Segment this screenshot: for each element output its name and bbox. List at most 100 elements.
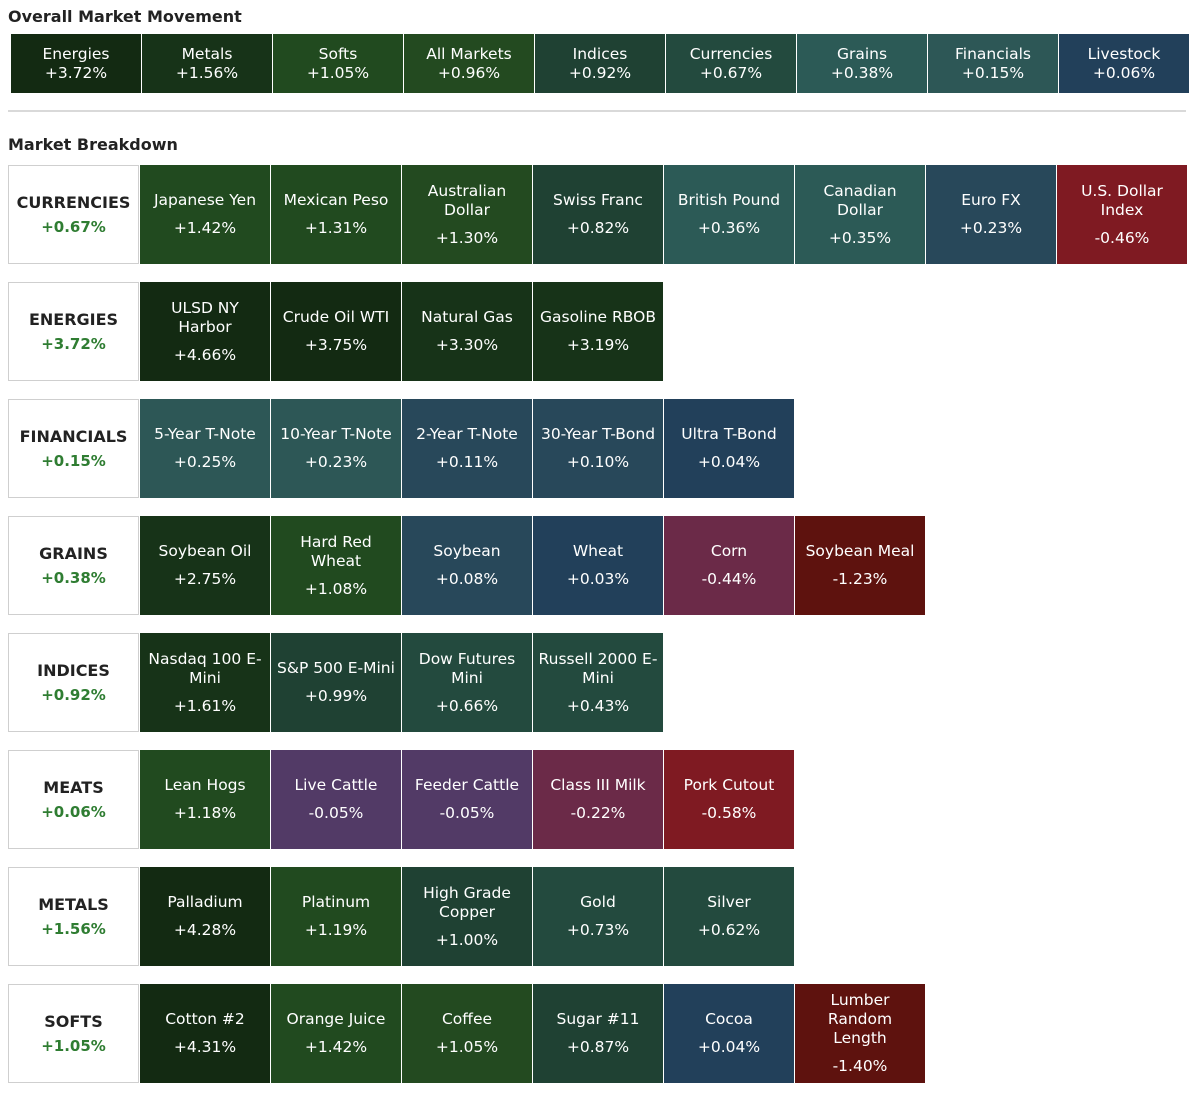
- market-tile[interactable]: Coffee +1.05%: [402, 984, 532, 1083]
- market-tile-change: +3.30%: [435, 336, 499, 354]
- group-label[interactable]: INDICES +0.92%: [8, 633, 139, 732]
- market-tile[interactable]: Swiss Franc +0.82%: [533, 165, 663, 264]
- market-tile-change: +4.31%: [173, 1038, 237, 1056]
- market-tile[interactable]: Gasoline RBOB +3.19%: [533, 282, 663, 381]
- market-tile[interactable]: Corn -0.44%: [664, 516, 794, 615]
- market-tile-change: +1.56%: [175, 63, 239, 82]
- market-tile-name: Platinum: [301, 893, 371, 911]
- market-tile-name: Swiss Franc: [553, 191, 643, 209]
- market-breakdown-title: Market Breakdown: [8, 135, 178, 154]
- market-tile[interactable]: Indices +0.92%: [535, 34, 665, 93]
- market-tile[interactable]: Japanese Yen +1.42%: [140, 165, 270, 264]
- market-tile-change: +1.19%: [304, 921, 368, 939]
- market-tile[interactable]: Lean Hogs +1.18%: [140, 750, 270, 849]
- market-tile-change: -0.05%: [439, 804, 495, 822]
- market-tile-change: +3.72%: [44, 63, 108, 82]
- market-tile[interactable]: Dow Futures Mini +0.66%: [402, 633, 532, 732]
- market-tile[interactable]: Lumber Random Length -1.40%: [795, 984, 925, 1083]
- market-tile[interactable]: Natural Gas +3.30%: [402, 282, 532, 381]
- market-tile-change: +0.04%: [697, 453, 761, 471]
- group-row-metals: METALS +1.56% Palladium +4.28% Platinum +1.19…: [8, 867, 795, 966]
- market-tile[interactable]: Cotton #2 +4.31%: [140, 984, 270, 1083]
- market-tile-name: Ultra T-Bond: [681, 425, 777, 443]
- market-tile-change: -1.40%: [832, 1057, 888, 1075]
- market-tile[interactable]: Ultra T-Bond +0.04%: [664, 399, 794, 498]
- market-tile-change: +0.82%: [566, 219, 630, 237]
- market-tile-change: +0.43%: [566, 696, 630, 715]
- market-tile-name: Energies: [42, 44, 110, 63]
- market-tile[interactable]: Platinum +1.19%: [271, 867, 401, 966]
- group-change: +0.92%: [41, 686, 106, 704]
- market-tile-name: Nasdaq 100 E-Mini: [148, 649, 262, 687]
- market-tile[interactable]: Softs +1.05%: [273, 34, 403, 93]
- market-tile-change: +0.11%: [435, 453, 499, 471]
- market-tile[interactable]: 30-Year T-Bond +0.10%: [533, 399, 663, 498]
- market-tile[interactable]: Nasdaq 100 E-Mini +1.61%: [140, 633, 270, 732]
- market-tile[interactable]: Crude Oil WTI +3.75%: [271, 282, 401, 381]
- market-tile[interactable]: Energies +3.72%: [11, 34, 141, 93]
- market-tile-name: Pork Cutout: [683, 776, 775, 794]
- market-tile-name: Softs: [318, 44, 358, 63]
- market-tile[interactable]: U.S. Dollar Index -0.46%: [1057, 165, 1187, 264]
- market-tile[interactable]: Pork Cutout -0.58%: [664, 750, 794, 849]
- market-tile[interactable]: All Markets +0.96%: [404, 34, 534, 93]
- group-label[interactable]: FINANCIALS +0.15%: [8, 399, 139, 498]
- market-tile-name: Corn: [710, 542, 748, 560]
- market-tile[interactable]: Wheat +0.03%: [533, 516, 663, 615]
- market-tile-name: Soybean Oil: [158, 542, 252, 560]
- market-tile[interactable]: Euro FX +0.23%: [926, 165, 1056, 264]
- market-tile[interactable]: Canadian Dollar +0.35%: [795, 165, 925, 264]
- market-tile[interactable]: Metals +1.56%: [142, 34, 272, 93]
- market-tile[interactable]: Mexican Peso +1.31%: [271, 165, 401, 264]
- group-label[interactable]: SOFTS +1.05%: [8, 984, 139, 1083]
- group-label[interactable]: MEATS +0.06%: [8, 750, 139, 849]
- market-tile[interactable]: Cocoa +0.04%: [664, 984, 794, 1083]
- market-tile[interactable]: ULSD NY Harbor +4.66%: [140, 282, 270, 381]
- market-tile[interactable]: 5-Year T-Note +0.25%: [140, 399, 270, 498]
- market-tile-name: Currencies: [689, 44, 773, 63]
- market-tile[interactable]: S&P 500 E-Mini +0.99%: [271, 633, 401, 732]
- market-tile[interactable]: 10-Year T-Note +0.23%: [271, 399, 401, 498]
- market-tile[interactable]: Financials +0.15%: [928, 34, 1058, 93]
- market-tile[interactable]: Soybean Meal -1.23%: [795, 516, 925, 615]
- market-tile-change: +1.30%: [435, 228, 499, 247]
- market-tile[interactable]: Orange Juice +1.42%: [271, 984, 401, 1083]
- market-tile[interactable]: Australian Dollar +1.30%: [402, 165, 532, 264]
- market-tile[interactable]: Gold +0.73%: [533, 867, 663, 966]
- group-label[interactable]: METALS +1.56%: [8, 867, 139, 966]
- group-name: ENERGIES: [28, 310, 119, 329]
- market-tile-change: +0.99%: [304, 687, 368, 705]
- market-tile[interactable]: 2-Year T-Note +0.11%: [402, 399, 532, 498]
- group-row-grains: GRAINS +0.38% Soybean Oil +2.75% Hard Red Wh…: [8, 516, 926, 615]
- market-tile[interactable]: Live Cattle -0.05%: [271, 750, 401, 849]
- market-tile[interactable]: Grains +0.38%: [797, 34, 927, 93]
- market-tile-change: +0.87%: [566, 1038, 630, 1056]
- market-tile[interactable]: Soybean +0.08%: [402, 516, 532, 615]
- group-label[interactable]: GRAINS +0.38%: [8, 516, 139, 615]
- market-tile[interactable]: Soybean Oil +2.75%: [140, 516, 270, 615]
- group-label[interactable]: ENERGIES +3.72%: [8, 282, 139, 381]
- market-tile[interactable]: Sugar #11 +0.87%: [533, 984, 663, 1083]
- market-tile[interactable]: Hard Red Wheat +1.08%: [271, 516, 401, 615]
- market-tile[interactable]: Currencies +0.67%: [666, 34, 796, 93]
- market-tile-change: +4.28%: [173, 921, 237, 939]
- market-tile[interactable]: British Pound +0.36%: [664, 165, 794, 264]
- market-tile[interactable]: Livestock +0.06%: [1059, 34, 1189, 93]
- market-tile-name: Soybean Meal: [805, 542, 915, 560]
- market-tile[interactable]: Feeder Cattle -0.05%: [402, 750, 532, 849]
- market-tile-name: Financials: [955, 44, 1031, 63]
- market-tile[interactable]: Russell 2000 E-Mini +0.43%: [533, 633, 663, 732]
- market-tile-name: Livestock: [1087, 44, 1161, 63]
- market-tile-name: Wheat: [572, 542, 624, 560]
- group-label[interactable]: CURRENCIES +0.67%: [8, 165, 139, 264]
- market-tile[interactable]: Palladium +4.28%: [140, 867, 270, 966]
- market-tile[interactable]: Silver +0.62%: [664, 867, 794, 966]
- group-name: MEATS: [43, 778, 104, 797]
- overall-market-title: Overall Market Movement: [8, 7, 242, 26]
- market-tile-name: ULSD NY Harbor: [171, 298, 239, 336]
- market-tile[interactable]: Class III Milk -0.22%: [533, 750, 663, 849]
- market-tile[interactable]: High Grade Copper +1.00%: [402, 867, 532, 966]
- group-row-energies: ENERGIES +3.72% ULSD NY Harbor +4.66% Crude …: [8, 282, 664, 381]
- group-row-indices: INDICES +0.92% Nasdaq 100 E-Mini +1.61% S&P …: [8, 633, 664, 732]
- market-tile-name: Lean Hogs: [164, 776, 246, 794]
